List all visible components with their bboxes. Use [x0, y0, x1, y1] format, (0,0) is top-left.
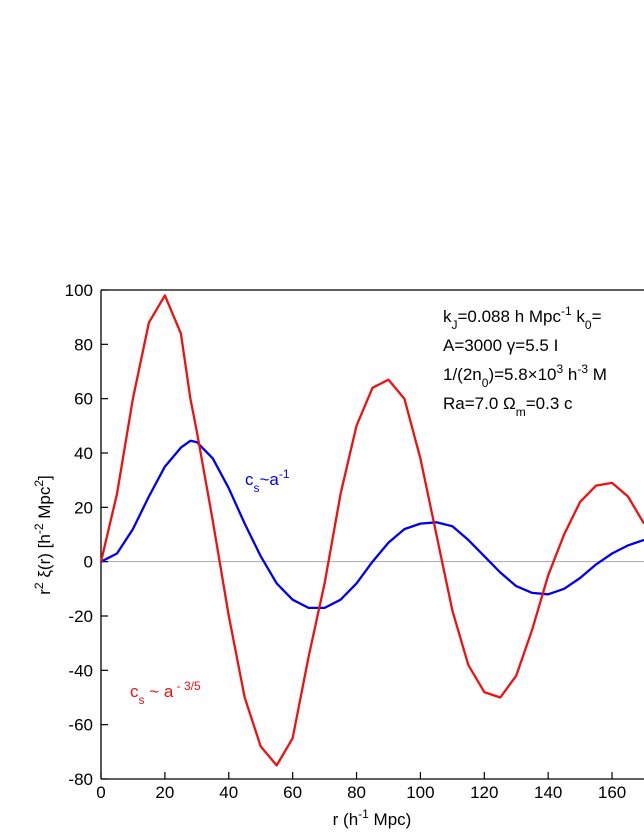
annotation-part: 1/(2n	[443, 365, 482, 384]
y-tick-label: -40	[68, 661, 93, 680]
annotation-part: )=5.8×10	[488, 365, 556, 384]
y-axis-label-part: 2	[32, 582, 46, 589]
series-line	[100, 439, 644, 610]
annotation-part: Ra=7.0 Ω	[443, 394, 516, 413]
annotation-part: J	[452, 318, 458, 332]
annotation-part: M	[588, 365, 607, 384]
series-label: cs ~ a - 3/5	[130, 679, 201, 707]
series-line	[99, 294, 644, 767]
annotation-part: 0	[482, 376, 489, 390]
annotation-part: -1	[561, 304, 572, 318]
y-axis-label-part: 2	[32, 480, 46, 487]
x-tick-label: 120	[470, 783, 498, 802]
y-tick-label: 40	[74, 444, 93, 463]
series-label-part: -1	[279, 467, 290, 481]
annotation-part: A=3000 γ=5.5 I	[443, 336, 558, 355]
y-tick-label: -80	[68, 770, 93, 789]
y-axis-label-part: -2	[32, 523, 46, 534]
x-axis-label-part: r (h	[333, 810, 359, 829]
y-tick-label: 80	[74, 335, 93, 354]
y-axis-label: r2 ξ(r) [h-2 Mpc2]	[32, 475, 54, 595]
y-tick-label: -20	[68, 607, 93, 626]
annotation-part: m	[516, 405, 526, 419]
annotation-part: k	[443, 307, 452, 326]
x-tick-label: 80	[347, 783, 366, 802]
y-tick-label: 60	[74, 390, 93, 409]
x-tick-label: 40	[219, 783, 238, 802]
x-tick-label: 160	[598, 783, 626, 802]
x-tick-label: 60	[283, 783, 302, 802]
annotation: Ra=7.0 Ωm=0.3 c	[443, 394, 573, 419]
series-label-part: s	[254, 481, 260, 495]
x-tick-label: 140	[534, 783, 562, 802]
annotation-part: =0.3 c	[526, 394, 573, 413]
annotation: kJ=0.088 h Mpc-1 k0=	[443, 304, 602, 332]
annotation-part: -3	[577, 362, 588, 376]
x-axis-label-part: Mpc)	[369, 810, 412, 829]
x-tick-label: 0	[96, 783, 105, 802]
x-axis-label: r (h-1 Mpc)	[333, 807, 412, 829]
annotation-part: =	[592, 307, 602, 326]
y-tick-label: 20	[74, 498, 93, 517]
series-label-part: - 3/5	[173, 679, 201, 693]
series-label-part: s	[139, 693, 145, 707]
y-tick-label: 100	[65, 281, 93, 300]
y-axis-label-part: r	[35, 589, 54, 595]
y-tick-label: -60	[68, 716, 93, 735]
annotation-part: =0.088 h Mpc	[458, 307, 562, 326]
series-label-part: ~ a	[145, 682, 174, 701]
series-label-part: c	[245, 470, 254, 489]
annotation-part: h	[563, 365, 577, 384]
annotation: 1/(2n0)=5.8×103 h-3 M	[443, 362, 607, 390]
y-axis-label-part: Mpc	[35, 486, 54, 523]
x-tick-label: 20	[155, 783, 174, 802]
annotation-part: k	[572, 307, 586, 326]
series-label-part: c	[130, 682, 139, 701]
x-tick-label: 100	[406, 783, 434, 802]
x-axis-label-part: -1	[358, 807, 369, 821]
series-label: cs~a-1	[245, 467, 290, 495]
annotation-part: 3	[557, 362, 564, 376]
y-tick-label: 0	[84, 553, 93, 572]
y-axis-label-part: ]	[35, 475, 54, 480]
series-label-part: ~a	[260, 470, 280, 489]
annotation: A=3000 γ=5.5 I	[443, 336, 558, 355]
annotation-part: 0	[585, 318, 592, 332]
y-axis-label-part: ξ(r) [h	[35, 534, 54, 582]
